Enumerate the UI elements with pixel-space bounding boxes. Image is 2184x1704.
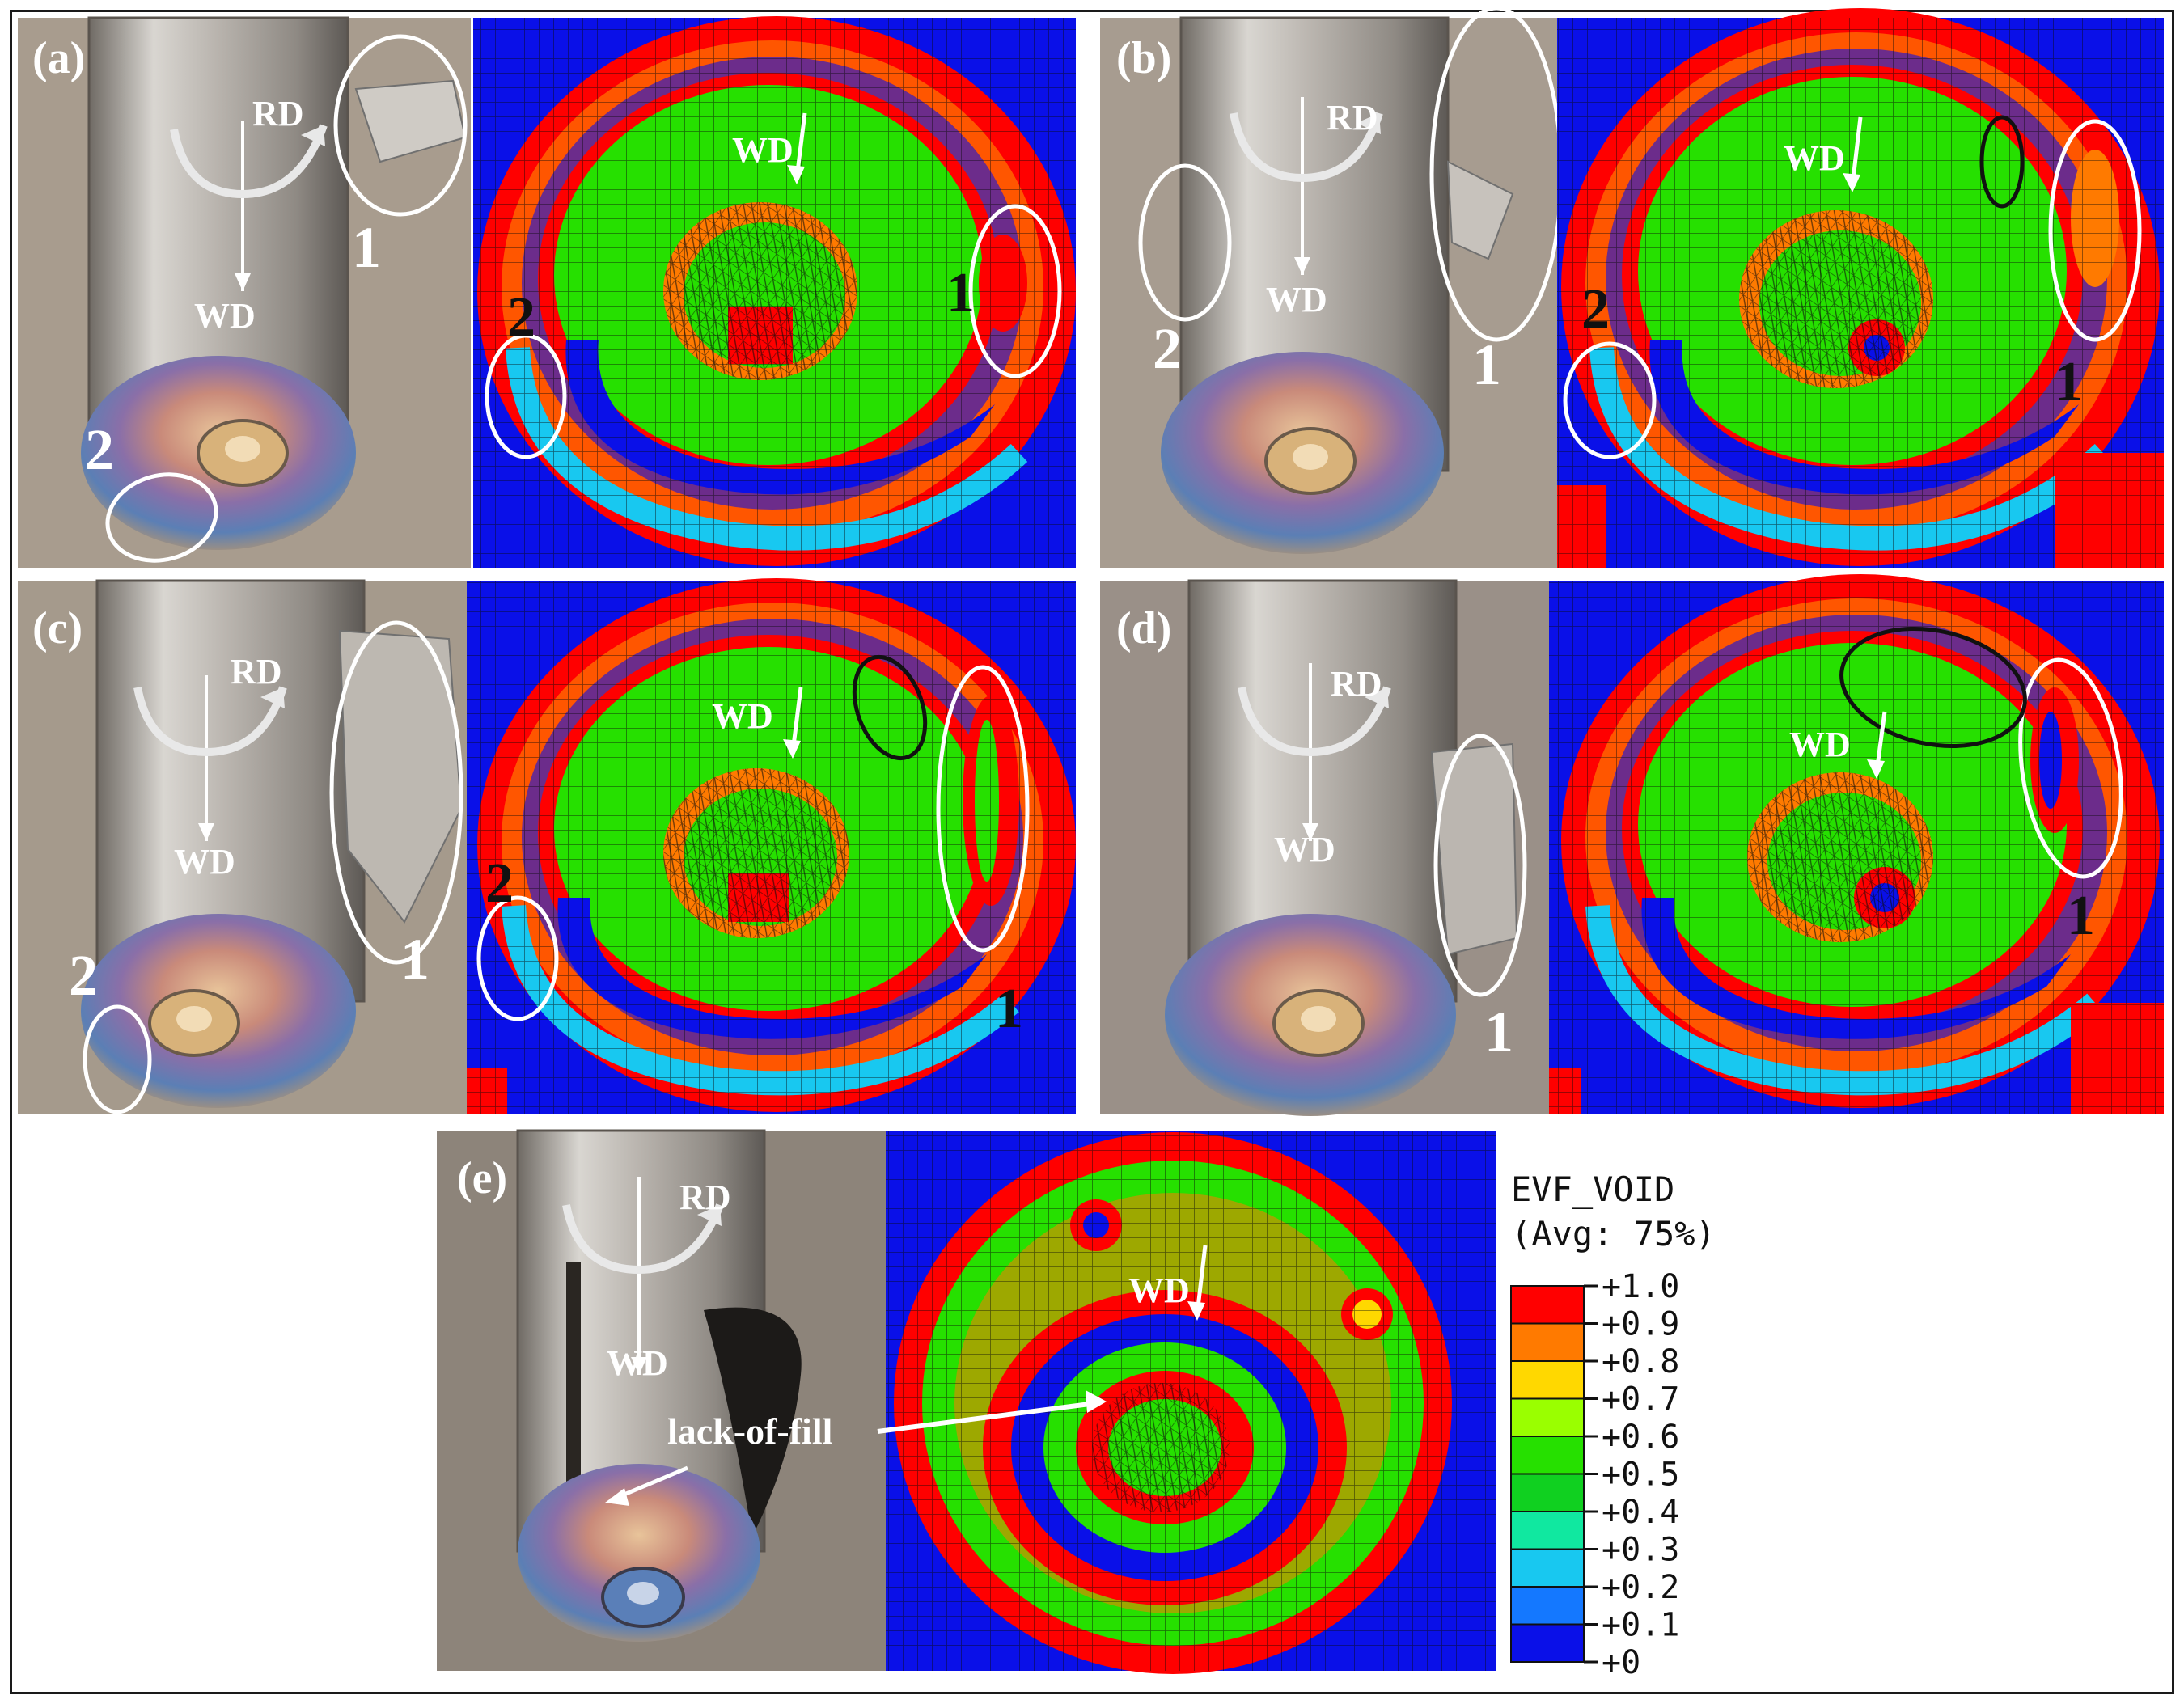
defect-number-1-sim: 1	[946, 262, 975, 324]
panel-a: (a) RD WD 1 2 WD 1 2	[18, 16, 1076, 568]
wd-label-sim: WD	[1128, 1271, 1190, 1310]
defect-number-1: 1	[1472, 332, 1501, 397]
legend-tick-label: +0.7	[1602, 1381, 1679, 1419]
simulation-b	[1557, 8, 2164, 568]
photo-e	[437, 1129, 886, 1671]
panel-tag: (d)	[1116, 603, 1171, 653]
legend-tick-label: +0.5	[1602, 1457, 1679, 1494]
rd-label: RD	[1331, 664, 1382, 704]
defect-number-2: 2	[85, 417, 114, 482]
simulation-d	[1549, 574, 2164, 1114]
photo-b	[1100, 6, 1564, 568]
wd-label: WD	[174, 842, 235, 882]
defect-number-2-sim: 2	[485, 852, 514, 915]
wd-label: WD	[1274, 830, 1335, 869]
defect-number-1-sim: 1	[2055, 351, 2083, 413]
legend-subtitle: (Avg: 75%)	[1511, 1214, 1716, 1254]
wd-label-sim: WD	[1789, 725, 1851, 764]
panel-tag: (a)	[32, 33, 85, 83]
simulation-a	[473, 16, 1076, 568]
defect-number-1: 1	[400, 927, 430, 992]
legend-tick-label: +0.2	[1602, 1569, 1679, 1606]
legend-band	[1510, 1436, 1585, 1475]
simulation-c	[467, 578, 1076, 1114]
wd-label-sim: WD	[712, 696, 773, 736]
defect-circle-2	[1138, 163, 1232, 322]
defect-number-1: 1	[352, 215, 381, 280]
defect-circle-2-sim	[485, 333, 567, 459]
simulation-e	[877, 1131, 1496, 1674]
defect-circle-1	[333, 34, 468, 217]
legend-band	[1510, 1586, 1585, 1626]
lack-of-fill-label: lack-of-fill	[667, 1410, 832, 1452]
legend-tick-label: +0.8	[1602, 1343, 1679, 1381]
legend-band	[1510, 1473, 1585, 1512]
panel-tag: (b)	[1116, 33, 1171, 83]
legend-band	[1510, 1623, 1585, 1663]
defect-circle-2-sim	[1839, 626, 2027, 749]
defect-number-2: 2	[1153, 316, 1182, 381]
legend-band	[1510, 1322, 1585, 1362]
legend-tick-labels: +1.0+0.9+0.8+0.7+0.6+0.5+0.4+0.3+0.2+0.1…	[1584, 1268, 1679, 1681]
defect-number-1-sim: 1	[995, 978, 1023, 1040]
legend-band	[1510, 1285, 1585, 1325]
wd-label-sim: WD	[732, 130, 794, 170]
defect-circle-1	[329, 620, 463, 965]
wd-label: WD	[194, 296, 256, 336]
legend-tick-label: +0.4	[1602, 1494, 1679, 1531]
rd-label: RD	[252, 94, 304, 133]
photo-d	[1100, 579, 1549, 1116]
panel-c: (c) RD WD 1 2 WD 1	[18, 578, 1076, 1114]
defect-circle-3-sim	[1979, 115, 2025, 209]
defect-circle-1-sim	[968, 204, 1062, 378]
legend-band	[1510, 1511, 1585, 1550]
photo-c	[18, 579, 467, 1114]
legend-color-bar	[1510, 1285, 1585, 1663]
panel-b: (b) RD WD 1 2 W	[1100, 6, 2164, 568]
rd-label: RD	[679, 1178, 731, 1217]
legend-tick-label: +0	[1602, 1644, 1640, 1681]
legend-tick-label: +0.3	[1602, 1532, 1679, 1569]
wd-label-sim: WD	[1784, 138, 1845, 178]
defect-number-2: 2	[69, 943, 98, 1008]
defect-circle-1-sim	[2048, 119, 2142, 342]
legend-tick-label: +0.9	[1602, 1306, 1679, 1343]
panel-d: (d) RD WD 1 WD	[1100, 574, 2164, 1116]
figure-frame	[10, 10, 2174, 1694]
color-legend: EVF_VOID (Avg: 75%) +1.0+0.9+0.8+0.7+0.6…	[1510, 1169, 1716, 1681]
legend-tick-label: +0.1	[1602, 1607, 1679, 1644]
legend-tick-label: +0.6	[1602, 1419, 1679, 1456]
panel-e: (e) RD WD WD lack-of-fill	[437, 1129, 1496, 1674]
defect-number-1: 1	[1484, 1000, 1513, 1064]
legend-band	[1510, 1548, 1585, 1588]
defect-circle-2	[105, 472, 218, 563]
rd-label: RD	[231, 652, 282, 691]
panel-tag: (e)	[457, 1153, 507, 1203]
photo-a	[18, 16, 471, 568]
defect-circle-2-sim	[476, 895, 559, 1021]
defect-circle-1	[1433, 734, 1527, 997]
defect-circle-2-sim	[1563, 341, 1657, 459]
defect-number-1-sim: 1	[2067, 885, 2095, 947]
rd-label: RD	[1327, 98, 1378, 137]
wd-label: WD	[607, 1343, 668, 1383]
legend-band	[1510, 1397, 1585, 1437]
legend-tick-label: +1.0	[1602, 1268, 1679, 1305]
panel-tag: (c)	[32, 603, 83, 653]
wd-label: WD	[1266, 280, 1327, 319]
defect-circle-1-sim	[2018, 657, 2123, 879]
defect-number-2-sim: 2	[507, 286, 535, 349]
legend-title: EVF_VOID	[1511, 1169, 1674, 1209]
legend-band	[1510, 1360, 1585, 1400]
defect-circle-3-sim	[852, 654, 928, 761]
defect-circle-2	[83, 1004, 152, 1114]
defect-circle-1-sim	[936, 665, 1030, 953]
defect-number-2-sim: 2	[1581, 278, 1610, 340]
